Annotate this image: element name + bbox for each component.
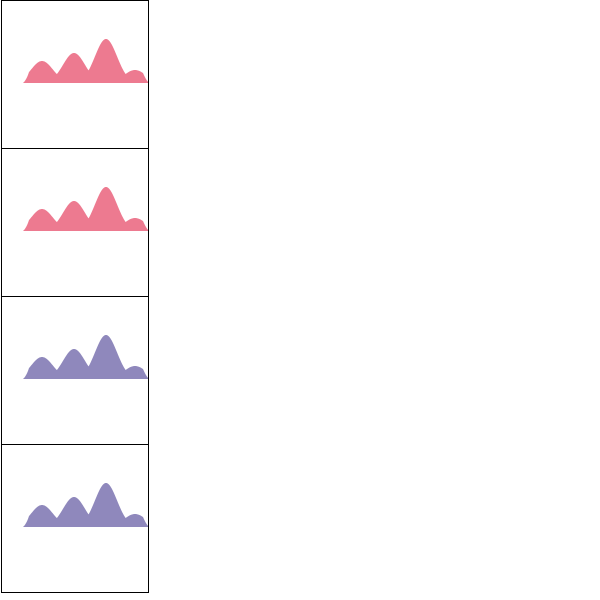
density-area-4	[23, 483, 148, 527]
panel-1[interactable]	[1, 0, 149, 149]
density-plot-3	[23, 335, 148, 379]
density-area-1	[23, 39, 148, 83]
density-plot-4	[23, 483, 148, 527]
density-plot-1	[23, 39, 148, 83]
panel-3[interactable]	[1, 296, 149, 445]
panel-4[interactable]	[1, 444, 149, 593]
density-plot-2	[23, 187, 148, 231]
density-area-2	[23, 187, 148, 231]
panel-column	[1, 0, 149, 593]
panel-2[interactable]	[1, 148, 149, 297]
density-area-3	[23, 335, 148, 379]
